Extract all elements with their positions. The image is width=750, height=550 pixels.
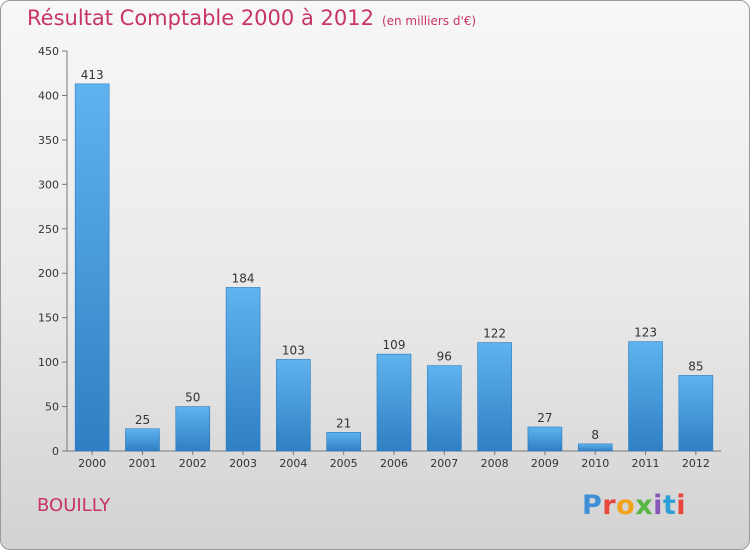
x-tick-label: 2006: [380, 457, 408, 470]
data-label: 109: [383, 338, 406, 352]
x-tick-label: 2004: [279, 457, 307, 470]
data-label: 50: [185, 391, 200, 405]
x-tick-label: 2008: [481, 457, 509, 470]
bar: [226, 287, 260, 451]
bar: [377, 354, 411, 451]
y-tick-label: 150: [38, 312, 59, 325]
bar: [125, 429, 159, 451]
x-tick-label: 2007: [430, 457, 458, 470]
data-label: 85: [688, 359, 703, 373]
bar: [327, 432, 361, 451]
y-tick-label: 200: [38, 267, 59, 280]
x-tick-label: 2005: [330, 457, 358, 470]
data-label: 413: [81, 68, 104, 82]
bar: [578, 444, 612, 451]
data-label: 122: [483, 327, 506, 341]
x-tick-label: 2012: [682, 457, 710, 470]
data-label: 21: [336, 416, 351, 430]
commune-name: BOUILLY: [37, 495, 110, 516]
bar: [679, 375, 713, 451]
y-tick-label: 450: [38, 45, 59, 58]
data-label: 96: [437, 350, 452, 364]
x-tick-label: 2011: [632, 457, 660, 470]
y-tick-label: 100: [38, 356, 59, 369]
x-tick-label: 2000: [78, 457, 106, 470]
y-tick-label: 50: [45, 401, 59, 414]
chart-frame: Résultat Comptable 2000 à 2012 (en millie…: [0, 0, 750, 550]
data-label: 25: [135, 413, 150, 427]
bar: [629, 342, 663, 451]
data-label: 8: [591, 428, 599, 442]
y-tick-label: 250: [38, 223, 59, 236]
y-tick-label: 400: [38, 89, 59, 102]
bar: [528, 427, 562, 451]
x-tick-label: 2010: [581, 457, 609, 470]
data-label: 123: [634, 326, 657, 340]
x-tick-label: 2002: [179, 457, 207, 470]
data-label: 27: [537, 411, 552, 425]
data-label: 103: [282, 343, 305, 357]
x-tick-label: 2009: [531, 457, 559, 470]
y-tick-label: 350: [38, 134, 59, 147]
data-label: 184: [232, 271, 255, 285]
x-tick-label: 2001: [128, 457, 156, 470]
proxiti-logo: Proxiti: [582, 490, 686, 521]
bar: [75, 84, 109, 451]
bar: [276, 359, 310, 451]
y-tick-label: 300: [38, 178, 59, 191]
x-tick-label: 2003: [229, 457, 257, 470]
bar-chart: 0501001502002503003504004502000413200125…: [1, 1, 750, 550]
bar: [427, 366, 461, 451]
y-tick-label: 0: [52, 445, 59, 458]
bar: [176, 407, 210, 451]
bar: [478, 343, 512, 451]
